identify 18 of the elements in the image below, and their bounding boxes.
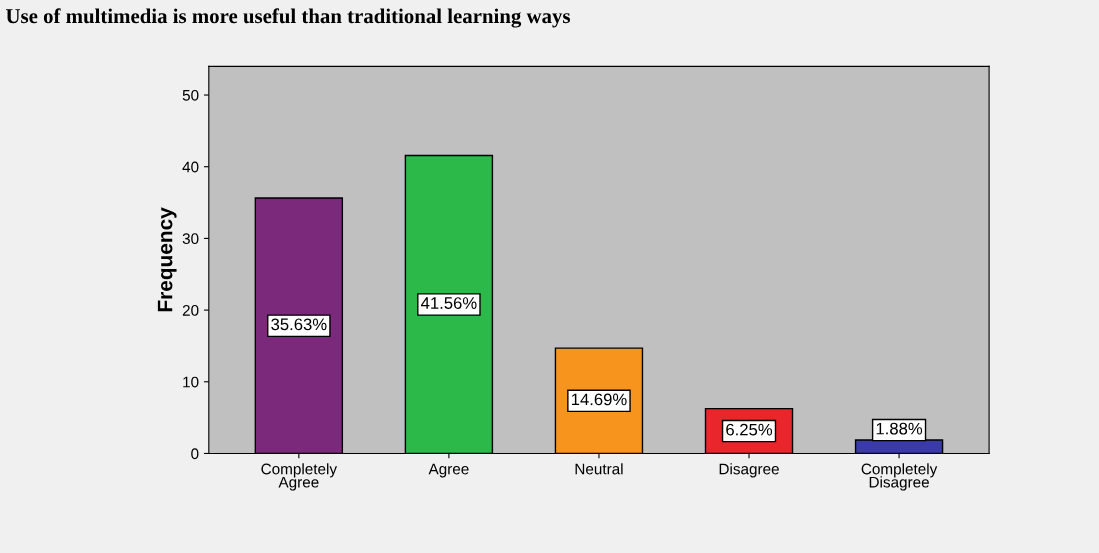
y-axis-title: Frequency bbox=[157, 207, 177, 312]
chart-title: Use of multimedia is more useful than traditional learning ways bbox=[6, 8, 571, 28]
data-label: 14.69% bbox=[571, 393, 627, 406]
data-label: 6.25% bbox=[726, 423, 773, 436]
x-tick-label: Completely Disagree bbox=[861, 463, 938, 491]
x-tick-label: Disagree bbox=[719, 463, 779, 478]
data-label: 1.88% bbox=[876, 422, 923, 435]
y-tick-label: 30 bbox=[182, 233, 199, 245]
y-tick-label: 40 bbox=[182, 161, 199, 173]
y-tick-label: 10 bbox=[183, 376, 199, 388]
y-tick-label: 50 bbox=[182, 89, 199, 101]
x-tick-label: Agree bbox=[428, 463, 469, 478]
y-tick-label: 20 bbox=[182, 304, 199, 316]
y-tick-label: 0 bbox=[191, 448, 199, 460]
data-label: 35.63% bbox=[271, 318, 327, 331]
x-tick-label: Neutral bbox=[575, 463, 623, 475]
x-tick-label: Completely Agree bbox=[261, 463, 338, 491]
data-label: 41.56% bbox=[421, 297, 477, 309]
